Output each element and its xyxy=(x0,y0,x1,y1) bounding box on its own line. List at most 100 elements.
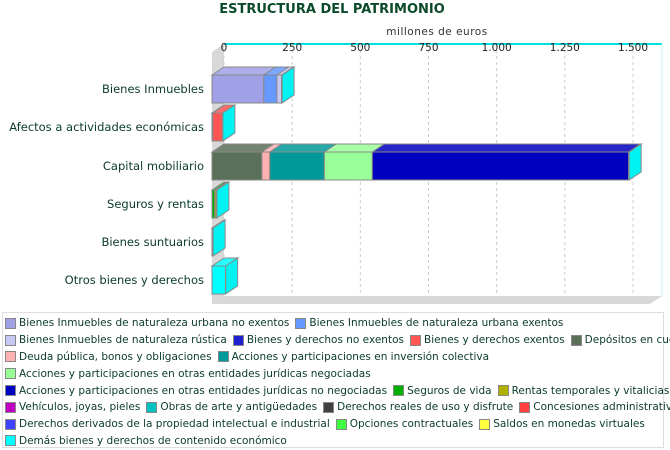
x-tick-label: 0 xyxy=(221,42,228,54)
legend-row: Demás bienes y derechos de contenido eco… xyxy=(3,433,663,450)
bar-segment xyxy=(262,66,291,104)
bar-front xyxy=(261,151,271,181)
legend-label: Seguros de vida xyxy=(407,384,492,397)
legend-item: Concesiones administrativas xyxy=(519,401,670,413)
legend-item: Bienes Inmuebles de naturaleza urbana ex… xyxy=(295,317,563,329)
bar-segment xyxy=(268,143,338,181)
legend-row: Deuda pública, bonos y obligaciones Accio… xyxy=(3,349,663,366)
legend-label: Bienes Inmuebles de naturaleza urbana no… xyxy=(19,317,290,330)
bar-front xyxy=(211,74,265,104)
legend-swatch xyxy=(497,385,509,397)
legend-item: Rentas temporales y vitalicias xyxy=(497,384,670,397)
bar-chart: millones de euros 0 250 500 750 1.000 1.250 1.5… xyxy=(9,26,663,304)
bar-segment xyxy=(210,66,278,104)
bar-front xyxy=(212,112,223,142)
legend-label: Acciones y participaciones en otras enti… xyxy=(19,367,371,380)
bar-front xyxy=(211,151,263,181)
bar-top xyxy=(370,143,643,153)
x-tick-label: 1.500 xyxy=(618,42,648,54)
bar-side xyxy=(222,104,236,142)
legend-label: Derechos reales de uso y disfrute xyxy=(337,401,514,414)
x-tick-label: 1.000 xyxy=(482,42,512,54)
x-axis-label: millones de euros xyxy=(386,26,487,38)
legend-item: Depósitos en cuenta xyxy=(570,334,670,347)
bar-segment xyxy=(210,143,276,181)
legend-swatch xyxy=(5,418,16,430)
category-label: Bienes suntuarios xyxy=(101,235,204,249)
legend-swatch xyxy=(5,351,16,363)
legend-item: Bienes Inmuebles de naturaleza urbana no… xyxy=(5,317,289,329)
chart-title: ESTRUCTURA DEL PATRIMONIO xyxy=(0,2,670,17)
legend-label: Demás bienes y derechos de contenido eco… xyxy=(19,434,287,447)
legend-label: Acciones y participaciones en inversión … xyxy=(231,350,490,363)
legend-item: Vehículos, joyas, pieles xyxy=(5,401,140,413)
legend-label: Bienes y derechos no exentos xyxy=(246,334,404,347)
legend-label: Obras de arte y antigüedades xyxy=(160,401,318,414)
category-label: Capital mobiliario xyxy=(103,159,204,173)
legend-item: Bienes y derechos exentos xyxy=(409,334,565,347)
category-label: Otros bienes y derechos xyxy=(65,273,204,287)
legend-label: Bienes Inmuebles de naturaleza rústica xyxy=(19,334,227,347)
legend-item: Derechos reales de uso y disfrute xyxy=(323,401,513,413)
legend-swatch xyxy=(5,317,16,329)
legend: Bienes Inmuebles de naturaleza urbana no… xyxy=(2,312,670,450)
legend-swatch xyxy=(335,418,347,430)
legend-row: Bienes Inmuebles de naturaleza urbana no… xyxy=(3,315,663,332)
legend-swatch xyxy=(5,368,16,380)
x-tick-label: 250 xyxy=(282,42,302,54)
legend-label: Saldos en monedas virtuales xyxy=(493,418,645,431)
bar-front xyxy=(263,74,278,104)
bar-side xyxy=(628,143,642,181)
legend-label: Acciones y participaciones en otras enti… xyxy=(19,384,388,397)
legend-row: Bienes Inmuebles de naturaleza rústica Bi… xyxy=(3,332,670,349)
x-tick-label: 1.250 xyxy=(550,42,580,54)
floor xyxy=(212,296,662,304)
bar-front xyxy=(323,151,373,181)
legend-swatch xyxy=(479,418,491,430)
x-tick-label: 500 xyxy=(350,42,370,54)
legend-swatch xyxy=(570,334,582,346)
legend-swatch xyxy=(5,435,16,447)
legend-label: Deuda pública, bonos y obligaciones xyxy=(19,350,212,363)
legend-row: Derechos derivados de la propiedad intel… xyxy=(3,416,663,433)
legend-swatch xyxy=(5,385,16,397)
bar-front xyxy=(211,265,227,295)
legend-swatch xyxy=(393,385,405,397)
legend-item: Deuda pública, bonos y obligaciones xyxy=(5,351,212,363)
legend-item: Derechos derivados de la propiedad intel… xyxy=(5,418,330,430)
legend-swatch xyxy=(323,401,335,413)
bar-segment xyxy=(370,143,643,181)
legend-item: Acciones y participaciones en inversión … xyxy=(217,350,490,363)
legend-label: Concesiones administrativas xyxy=(533,401,670,414)
bar-side xyxy=(216,181,230,219)
legend-label: Bienes y derechos exentos xyxy=(423,334,565,347)
legend-swatch xyxy=(519,401,531,413)
legend-item: Seguros de vida xyxy=(393,384,492,397)
legend-label: Vehículos, joyas, pieles xyxy=(19,401,141,414)
legend-label: Bienes Inmuebles de naturaleza urbana ex… xyxy=(309,317,564,330)
bar-segment xyxy=(322,143,386,181)
legend-item: Bienes Inmuebles de naturaleza rústica xyxy=(5,334,227,346)
legend-label: Rentas temporales y vitalicias xyxy=(511,384,670,397)
legend-label: Derechos derivados de la propiedad intel… xyxy=(19,418,330,431)
category-label: Afectos a actividades económicas xyxy=(9,120,204,134)
legend-item: Bienes y derechos no exentos xyxy=(232,334,404,347)
legend-swatch xyxy=(5,401,16,413)
legend-swatch xyxy=(232,334,244,346)
legend-row: Acciones y participaciones en otras enti… xyxy=(3,382,669,399)
category-label: Seguros y rentas xyxy=(107,197,204,211)
bar-front xyxy=(276,74,283,104)
legend-item: Acciones y participaciones en otras enti… xyxy=(5,368,371,380)
legend-swatch xyxy=(146,401,158,413)
category-label: Bienes Inmuebles xyxy=(102,82,204,96)
bar-side xyxy=(225,257,239,295)
legend-swatch xyxy=(5,334,16,346)
legend-item: Demás bienes y derechos de contenido eco… xyxy=(5,435,287,447)
bar-side xyxy=(212,219,226,257)
legend-label: Depósitos en cuenta xyxy=(584,334,670,347)
legend-swatch xyxy=(217,351,229,363)
x-tick-label: 750 xyxy=(418,42,438,54)
legend-swatch xyxy=(295,317,307,329)
legend-item: Saldos en monedas virtuales xyxy=(479,418,645,430)
legend-item: Acciones y participaciones en otras enti… xyxy=(5,385,387,397)
